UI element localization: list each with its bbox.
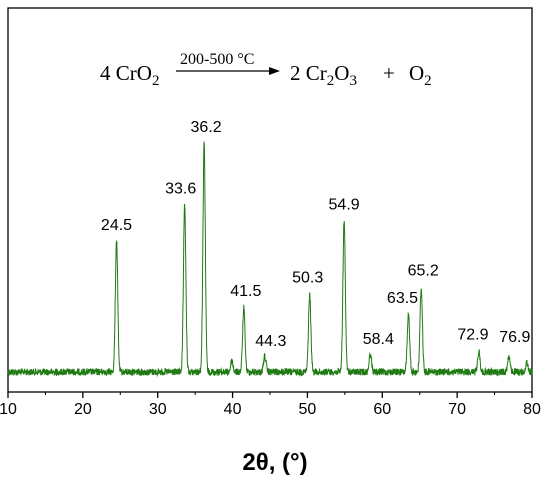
reaction-condition: 200-500 °C (180, 51, 254, 68)
x-axis-ticks (7, 392, 533, 398)
reaction-arrowhead (269, 67, 280, 75)
x-tick-label: 70 (448, 401, 466, 418)
peak-label: 36.2 (191, 119, 222, 136)
peak-label: 63.5 (387, 290, 418, 307)
x-tick-label: 50 (299, 401, 317, 418)
x-axis-label: 2θ, (°) (242, 449, 307, 476)
peak-label: 72.9 (457, 327, 488, 344)
x-axis-tick-labels: 10 20 30 40 50 60 70 80 (0, 401, 541, 418)
peak-label: 50.3 (292, 270, 323, 287)
x-tick-label: 10 (0, 401, 17, 418)
peak-label: 24.5 (101, 217, 132, 234)
reaction-equation: 4 CrO2 200-500 °C 2 Cr2O3 + O2 (100, 51, 432, 89)
reaction-product-1: 2 Cr2O3 (290, 61, 357, 89)
reaction-product-2: O2 (409, 61, 432, 89)
reaction-plus: + (383, 61, 395, 85)
xrd-trace (7, 141, 533, 378)
x-tick-label: 30 (149, 401, 167, 418)
peak-labels: 24.5 33.6 36.2 41.5 44.3 50.3 54.9 58.4 63.5 65.2… (101, 119, 531, 350)
peak-label: 44.3 (255, 333, 286, 350)
x-tick-label: 80 (523, 401, 541, 418)
peak-label: 41.5 (230, 283, 261, 300)
peak-label: 58.4 (363, 331, 394, 348)
x-tick-label: 60 (373, 401, 391, 418)
peak-label: 54.9 (329, 197, 360, 214)
reaction-reactant: 4 CrO2 (100, 61, 159, 89)
peak-label: 65.2 (408, 263, 439, 280)
x-tick-label: 40 (224, 401, 242, 418)
x-tick-label: 20 (74, 401, 92, 418)
peak-label: 76.9 (499, 329, 530, 346)
peak-label: 33.6 (165, 181, 196, 198)
